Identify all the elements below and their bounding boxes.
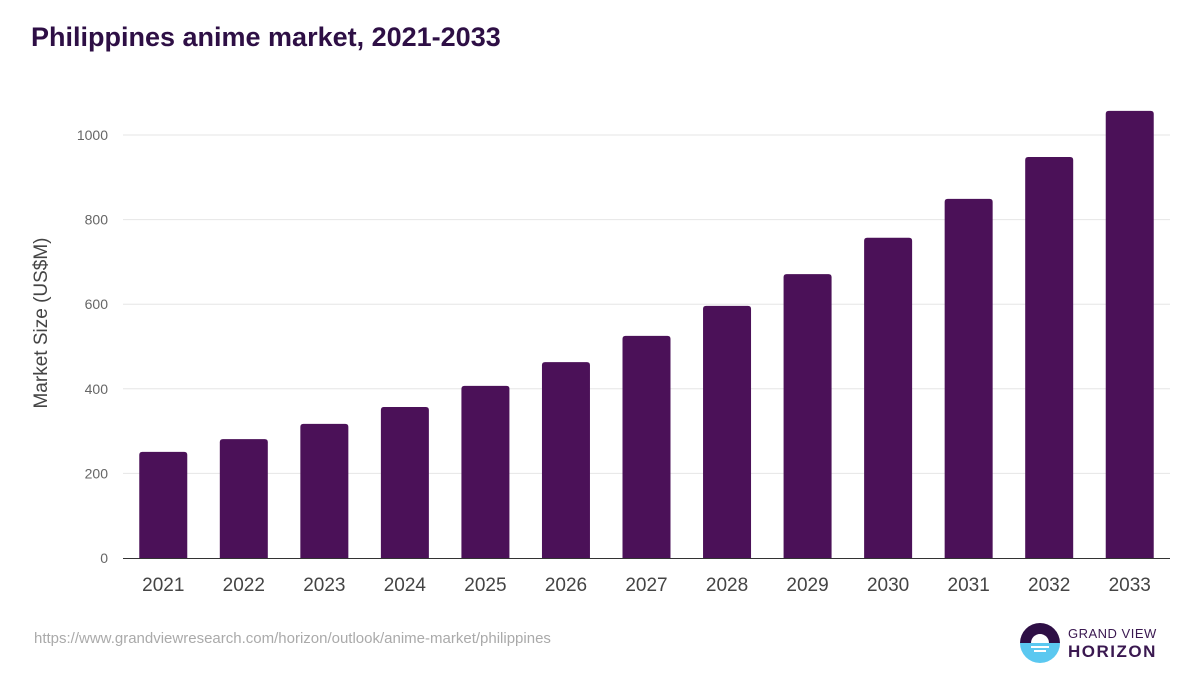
bar [380, 406, 429, 558]
x-tick-label: 2026 [545, 575, 587, 596]
y-tick-label: 400 [85, 381, 109, 397]
bar [864, 237, 913, 558]
logo-text-line2: HORIZON [1068, 642, 1157, 661]
bar [622, 335, 671, 558]
y-tick-label: 200 [85, 465, 109, 481]
chart-title: Philippines anime market, 2021-2033 [31, 22, 501, 52]
x-tick-label: 2029 [786, 575, 828, 596]
bar [541, 362, 590, 558]
grand-view-horizon-logo: GRAND VIEW HORIZON [1019, 622, 1157, 664]
bar [139, 451, 188, 558]
y-tick-label: 600 [85, 296, 109, 312]
x-tick-label: 2028 [706, 575, 748, 596]
x-tick-label: 2023 [303, 575, 345, 596]
bar [219, 439, 268, 558]
y-tick-label: 0 [100, 550, 108, 566]
x-tick-label: 2031 [948, 575, 990, 596]
x-tick-label: 2030 [867, 575, 909, 596]
y-tick-label: 800 [85, 212, 109, 228]
bar [1105, 110, 1154, 558]
bar [703, 305, 752, 558]
logo-text-line1: GRAND VIEW [1068, 626, 1157, 641]
bar [300, 423, 349, 558]
source-link[interactable]: https://www.grandviewresearch.com/horizo… [34, 630, 551, 647]
bar [461, 385, 510, 558]
y-axis-label: Market Size (US$M) [31, 237, 52, 408]
x-tick-label: 2024 [384, 575, 427, 596]
x-tick-label: 2022 [223, 575, 265, 596]
bar [1025, 156, 1074, 558]
bar [783, 274, 832, 558]
x-tick-label: 2033 [1109, 575, 1151, 596]
horizon-logo-icon [1020, 623, 1060, 663]
x-tick-label: 2021 [142, 575, 184, 596]
bar [944, 198, 993, 559]
x-tick-label: 2025 [464, 575, 506, 596]
x-tick-label: 2027 [625, 575, 667, 596]
y-tick-label: 1000 [77, 127, 108, 143]
x-tick-label: 2032 [1028, 575, 1070, 596]
